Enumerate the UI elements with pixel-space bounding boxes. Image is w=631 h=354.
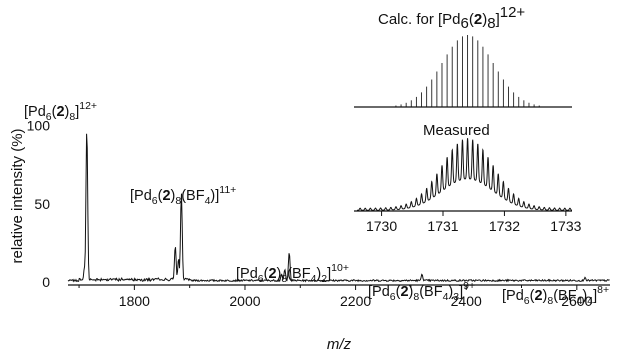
label-segment: ): [482, 11, 487, 28]
label-segment: 8: [413, 291, 419, 303]
label-segment: ]: [327, 266, 331, 282]
label-segment: 6: [46, 111, 52, 123]
measured-isotope-trace: [356, 138, 573, 211]
y-tick-label: 0: [42, 274, 50, 290]
label-segment: (: [530, 288, 535, 304]
label-segment: 12+: [500, 4, 526, 21]
label-segment: ]: [593, 288, 597, 304]
label-segment: (BF: [181, 188, 205, 204]
inset-x-axis-ticks: 1730 1731 1732 1733: [366, 211, 582, 234]
ion-label: [Pd6(2)8(BF4)]11+: [130, 184, 236, 207]
ion-label: [Pd6(2)8]12+: [24, 100, 97, 123]
y-axis-title: relative intensity (%): [9, 128, 26, 263]
inset-tick-label: 1732: [489, 218, 520, 234]
label-segment: )]: [210, 188, 219, 204]
label-segment: 2: [56, 104, 64, 120]
label-segment: 4: [311, 273, 317, 285]
inset-tick-label: 1731: [427, 218, 458, 234]
y-tick-label: 50: [34, 196, 50, 212]
ion-label: [Pd6(2)8(BF4)3]9+: [368, 280, 475, 303]
label-segment: 6: [461, 15, 469, 32]
label-segment: 10+: [331, 262, 349, 274]
label-segment: 2: [534, 288, 542, 304]
label-segment: (BF: [553, 288, 577, 304]
inset-tick-label: 1730: [366, 218, 397, 234]
label-segment: ]: [75, 104, 79, 120]
label-segment: 12+: [79, 100, 97, 112]
calculated-isotope-sticks: [395, 35, 540, 107]
label-segment: ): [316, 266, 321, 282]
label-segment: 4: [577, 295, 583, 307]
label-segment: [Pd: [24, 104, 46, 120]
label-segment: ): [448, 284, 453, 300]
label-segment: ]: [459, 284, 463, 300]
label-segment: 6: [390, 291, 396, 303]
label-segment: [Pd: [502, 288, 524, 304]
label-segment: 4: [443, 291, 449, 303]
label-segment: Calc. for [Pd: [378, 11, 461, 28]
label-segment: ): [65, 104, 70, 120]
label-segment: 2: [268, 266, 276, 282]
label-segment: ): [409, 284, 414, 300]
label-segment: 11+: [219, 184, 236, 196]
x-tick-label: 1800: [119, 293, 150, 309]
label-segment: 2: [400, 284, 408, 300]
x-tick-label: 2200: [340, 293, 371, 309]
label-segment: 8: [487, 15, 495, 32]
label-segment: (: [469, 11, 474, 28]
y-tick-label: 100: [27, 118, 51, 134]
label-segment: 8: [547, 295, 553, 307]
label-segment: ): [582, 288, 587, 304]
label-segment: 4: [205, 195, 211, 207]
label-segment: 6: [524, 295, 530, 307]
label-segment: 2: [321, 273, 327, 285]
label-segment: (BF: [419, 284, 443, 300]
x-tick-label: 2000: [229, 293, 260, 309]
label-segment: 8+: [597, 284, 609, 296]
label-segment: 4: [587, 295, 593, 307]
label-segment: 2: [162, 188, 170, 204]
label-segment: [Pd: [236, 266, 258, 282]
label-segment: (BF: [287, 266, 311, 282]
calculated-pattern-label: Calc. for [Pd6(2)8]12+: [378, 4, 525, 32]
x-axis-title: m/z: [327, 336, 352, 353]
ion-label: [Pd6(2)8(BF4)4]8+: [502, 284, 609, 307]
x-tick-label: 2400: [451, 293, 482, 309]
label-segment: (: [158, 188, 163, 204]
label-segment: 9+: [463, 280, 475, 292]
y-axis-ticks: 0 50 100: [27, 118, 51, 290]
label-segment: [Pd: [368, 284, 390, 300]
label-segment: (: [52, 104, 57, 120]
label-segment: (: [396, 284, 401, 300]
x-tick-label: 2600: [561, 293, 592, 309]
measured-pattern-label: Measured: [423, 122, 490, 139]
inset-tick-label: 1733: [550, 218, 581, 234]
label-segment: ): [277, 266, 282, 282]
label-segment: 6: [258, 273, 264, 285]
isotope-pattern-inset: Calc. for [Pd6(2)8]12+ Measured 1730 1731…: [354, 4, 582, 234]
label-segment: 3: [453, 291, 459, 303]
label-segment: (: [264, 266, 269, 282]
label-segment: ): [543, 288, 548, 304]
label-segment: 6: [152, 195, 158, 207]
label-segment: 8: [69, 111, 75, 123]
ion-labels: [Pd6(2)8]12+[Pd6(2)8(BF4)]11+[Pd6(2)8(BF…: [24, 100, 609, 307]
label-segment: 8: [281, 273, 287, 285]
label-segment: [Pd: [130, 188, 152, 204]
spectrum-trace: [67, 133, 610, 283]
label-segment: ): [171, 188, 176, 204]
label-segment: ]: [496, 11, 500, 28]
ion-label: [Pd6(2)8(BF4)2]10+: [236, 262, 349, 285]
label-segment: 2: [474, 11, 482, 28]
label-segment: 8: [175, 195, 181, 207]
